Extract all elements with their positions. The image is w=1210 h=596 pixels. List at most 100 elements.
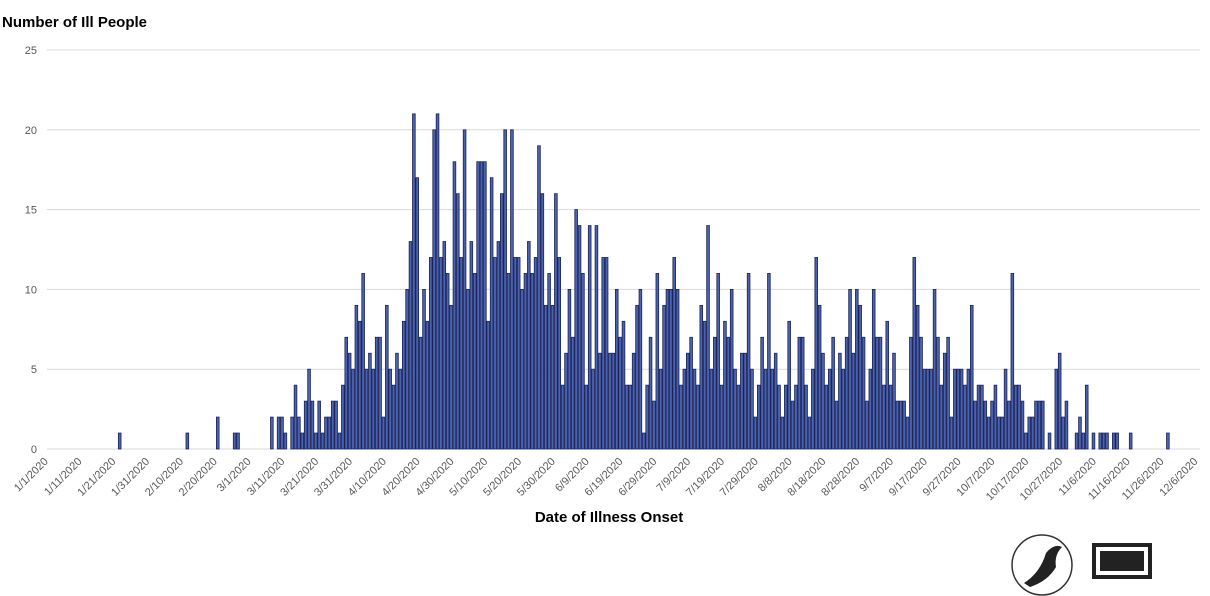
bar (719, 384, 724, 450)
bar (756, 384, 761, 450)
bar (861, 336, 866, 450)
bar (750, 368, 754, 450)
bar (547, 273, 551, 450)
bar (310, 400, 315, 450)
bar (371, 368, 376, 450)
bar (696, 384, 700, 450)
bar (841, 368, 846, 450)
bar (1030, 416, 1035, 450)
bar (327, 416, 332, 450)
bar (949, 416, 954, 450)
bar (905, 416, 910, 450)
bar (314, 432, 318, 450)
bar (117, 432, 122, 450)
bar (320, 432, 325, 450)
bar (445, 273, 450, 450)
bar (966, 368, 971, 450)
bar (500, 193, 504, 450)
bar (405, 288, 409, 450)
bar (621, 320, 626, 450)
y-tick-label: 25 (25, 45, 37, 57)
bar (374, 336, 379, 450)
bar (611, 352, 616, 450)
bar (760, 336, 764, 450)
bar (922, 368, 927, 450)
bar (932, 288, 937, 450)
bar (330, 400, 335, 450)
bar (631, 352, 636, 450)
bar (997, 416, 1001, 450)
bar (963, 384, 967, 450)
bar (679, 384, 683, 450)
bar (1105, 432, 1109, 450)
bar (550, 304, 555, 450)
bar (1013, 384, 1018, 450)
hhs-logo (1011, 534, 1073, 596)
bar (919, 336, 923, 450)
bar (422, 288, 426, 450)
bar (506, 273, 511, 450)
bar (483, 161, 487, 450)
bar (814, 257, 818, 450)
bar (909, 336, 913, 450)
bar (364, 368, 369, 450)
bar (368, 352, 372, 450)
bar (970, 304, 974, 450)
bar (936, 336, 940, 450)
bar (530, 273, 534, 450)
bar (1003, 368, 1008, 450)
bar (773, 352, 778, 450)
bar (418, 336, 423, 450)
bar (753, 416, 758, 450)
bar (293, 384, 298, 450)
bar (990, 400, 994, 450)
bar (652, 400, 656, 450)
bar (341, 384, 345, 450)
y-tick-label: 20 (25, 125, 37, 137)
bar (983, 400, 988, 450)
bar (1054, 368, 1059, 450)
bar (618, 336, 622, 450)
bar (1027, 416, 1032, 450)
bar (865, 400, 869, 450)
chart-title: Number of Ill People (2, 14, 147, 31)
bar (689, 336, 693, 450)
bar (807, 416, 812, 450)
bar (523, 273, 528, 450)
bar (452, 161, 457, 450)
bar (828, 368, 832, 450)
bar (378, 336, 382, 450)
bar (449, 304, 453, 450)
bar (733, 368, 737, 450)
bar (834, 400, 839, 450)
bar (533, 257, 538, 450)
bar (232, 432, 237, 450)
bar (571, 336, 575, 450)
bar (300, 432, 305, 450)
bar (692, 368, 697, 450)
bar (915, 304, 920, 450)
bar (276, 416, 281, 450)
bar (290, 416, 294, 450)
bar (587, 225, 592, 450)
bar (871, 288, 876, 450)
y-tick-label: 5 (31, 364, 37, 376)
bar (476, 161, 480, 450)
bar (777, 384, 781, 450)
bar (608, 352, 612, 450)
bar (472, 273, 477, 450)
bar (1000, 416, 1004, 450)
bar (520, 288, 524, 450)
bar (702, 320, 707, 450)
bar (953, 368, 957, 450)
bar (324, 416, 328, 450)
bar (466, 288, 470, 450)
bar (875, 336, 879, 450)
bar (740, 352, 744, 450)
bar (838, 352, 842, 450)
bar (567, 288, 572, 450)
bar (344, 336, 348, 450)
bar (584, 384, 589, 450)
bar (800, 336, 805, 450)
bar (283, 432, 288, 450)
